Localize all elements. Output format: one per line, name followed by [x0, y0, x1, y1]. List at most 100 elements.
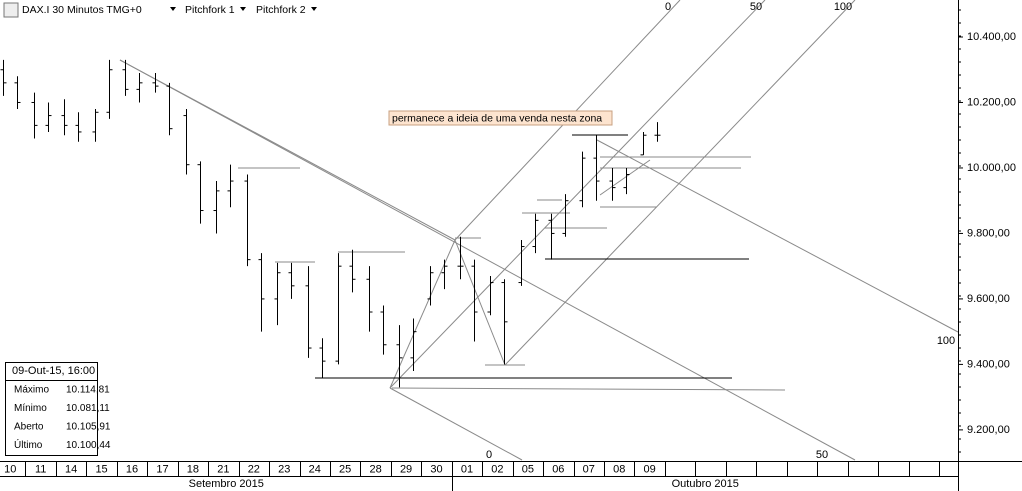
- ohlc-bar: [274, 262, 281, 326]
- pitchfork-label: 50: [816, 449, 828, 461]
- ohlc-bar: [61, 99, 68, 136]
- x-tick-label: 28: [370, 463, 382, 475]
- y-tick-label: 9.400,00: [967, 358, 1010, 370]
- info-value: 10.100,44: [66, 440, 111, 451]
- info-title: 09-Out-15, 16:00: [12, 365, 95, 377]
- x-tick-label: 05: [522, 463, 534, 475]
- info-label: Último: [14, 438, 43, 451]
- ohlc-bar: [579, 151, 586, 208]
- ohlc-bar: [305, 266, 312, 358]
- x-tick-label: 18: [187, 463, 199, 475]
- ohlc-bar: [593, 135, 600, 201]
- x-tick-label: 02: [491, 463, 503, 475]
- pitchfork-label: 0: [486, 449, 492, 461]
- symbol-title[interactable]: DAX.I 30 Minutos TMG+0: [22, 4, 142, 16]
- ohlc-bar: [244, 174, 251, 267]
- ohlc-bar: [548, 213, 555, 260]
- toolbar-item[interactable]: Pitchfork 2: [256, 4, 306, 16]
- x-tick-label: 21: [217, 463, 229, 475]
- info-value: 10.081,11: [66, 403, 110, 414]
- ohlc-bar: [288, 262, 295, 299]
- ohlc-bar: [335, 253, 342, 365]
- ohlc-bar: [106, 59, 113, 119]
- pitchfork-label: 100: [834, 1, 852, 13]
- ohlc-bar: [319, 338, 326, 378]
- ohlc-bar: [166, 82, 173, 136]
- ohlc-bar: [75, 112, 82, 142]
- ohlc-bar: [532, 213, 539, 254]
- ohlc-bar: [562, 194, 569, 237]
- ohlc-bar: [258, 253, 265, 332]
- ohlc-bar: [183, 109, 190, 175]
- info-value: 10.114,81: [66, 385, 110, 396]
- x-tick-label: 17: [156, 463, 168, 475]
- y-tick-label: 10.200,00: [967, 96, 1016, 108]
- pitchfork-label: 100: [937, 335, 955, 347]
- dropdown-arrow[interactable]: [240, 7, 246, 11]
- ohlc-bar: [349, 249, 356, 293]
- x-tick-label: 09: [644, 463, 656, 475]
- ohlc-bar: [487, 276, 494, 316]
- info-box: 09-Out-15, 16:00 Máximo 10.114,81 Mínimo 10.…: [5, 362, 111, 456]
- pitchfork-label: 0: [665, 1, 671, 13]
- ohlc-bar: [92, 109, 99, 142]
- price-bars: [0, 59, 661, 388]
- x-tick-label: 11: [35, 463, 46, 475]
- ohlc-bar: [609, 167, 616, 201]
- ohlc-bar: [457, 236, 464, 280]
- ohlc-bar: [623, 167, 630, 195]
- dropdown-arrow[interactable]: [311, 7, 317, 11]
- x-tick-label: 22: [248, 463, 260, 475]
- ohlc-bar: [136, 73, 143, 103]
- info-label: Mínimo: [14, 403, 47, 414]
- x-tick-label: 30: [430, 463, 442, 475]
- info-label: Aberto: [14, 422, 44, 433]
- ohlc-bar: [654, 122, 661, 142]
- ohlc-bar: [31, 92, 38, 139]
- y-tick-label: 10.400,00: [967, 31, 1016, 43]
- y-tick-label: 9.800,00: [967, 227, 1010, 239]
- ohlc-bar: [152, 73, 159, 93]
- pitchfork-label: 50: [750, 1, 762, 13]
- ohlc-bar: [441, 259, 448, 290]
- month-label: Outubro 2015: [672, 478, 739, 490]
- annotation-box: [388, 110, 613, 126]
- info-label: Máximo: [14, 385, 49, 396]
- month-label: Setembro 2015: [189, 478, 264, 490]
- y-tick-label: 10.000,00: [967, 162, 1016, 174]
- x-tick-label: 24: [309, 463, 321, 475]
- x-tick-label: 23: [278, 463, 290, 475]
- dropdown-arrow[interactable]: [170, 7, 176, 11]
- x-tick-label: 07: [583, 463, 595, 475]
- pitchfork-1: [119, 59, 959, 461]
- x-tick-label: 16: [126, 463, 138, 475]
- x-tick-label: 15: [95, 463, 107, 475]
- x-tick-label: 01: [461, 463, 473, 475]
- ohlc-bar: [427, 266, 434, 306]
- symbol-icon[interactable]: [3, 2, 19, 18]
- ohlc-bar: [410, 318, 417, 371]
- ohlc-bar: [366, 266, 373, 332]
- ohlc-bar: [640, 131, 647, 156]
- ohlc-bar: [0, 59, 7, 96]
- ohlc-bar: [197, 161, 204, 224]
- ohlc-bar: [501, 279, 508, 365]
- reference-lines: [238, 134, 786, 391]
- ohlc-bar: [227, 164, 234, 208]
- annotation: permanece a ideia de uma venda nesta zon…: [392, 112, 602, 124]
- toolbar-item[interactable]: Pitchfork 1: [185, 4, 235, 16]
- ohlc-bar: [518, 239, 525, 286]
- y-tick-label: 9.600,00: [967, 293, 1010, 305]
- ohlc-bar: [213, 181, 220, 234]
- ohlc-bar: [380, 305, 387, 355]
- x-tick-label: 06: [552, 463, 564, 475]
- ohlc-bar: [396, 325, 403, 388]
- x-tick-label: 25: [339, 463, 351, 475]
- info-value: 10.105,91: [66, 422, 111, 433]
- x-tick-label: 14: [65, 463, 77, 475]
- x-tick-label: 08: [613, 463, 625, 475]
- x-tick-label: 10: [4, 463, 16, 475]
- y-tick-label: 9.200,00: [967, 424, 1010, 436]
